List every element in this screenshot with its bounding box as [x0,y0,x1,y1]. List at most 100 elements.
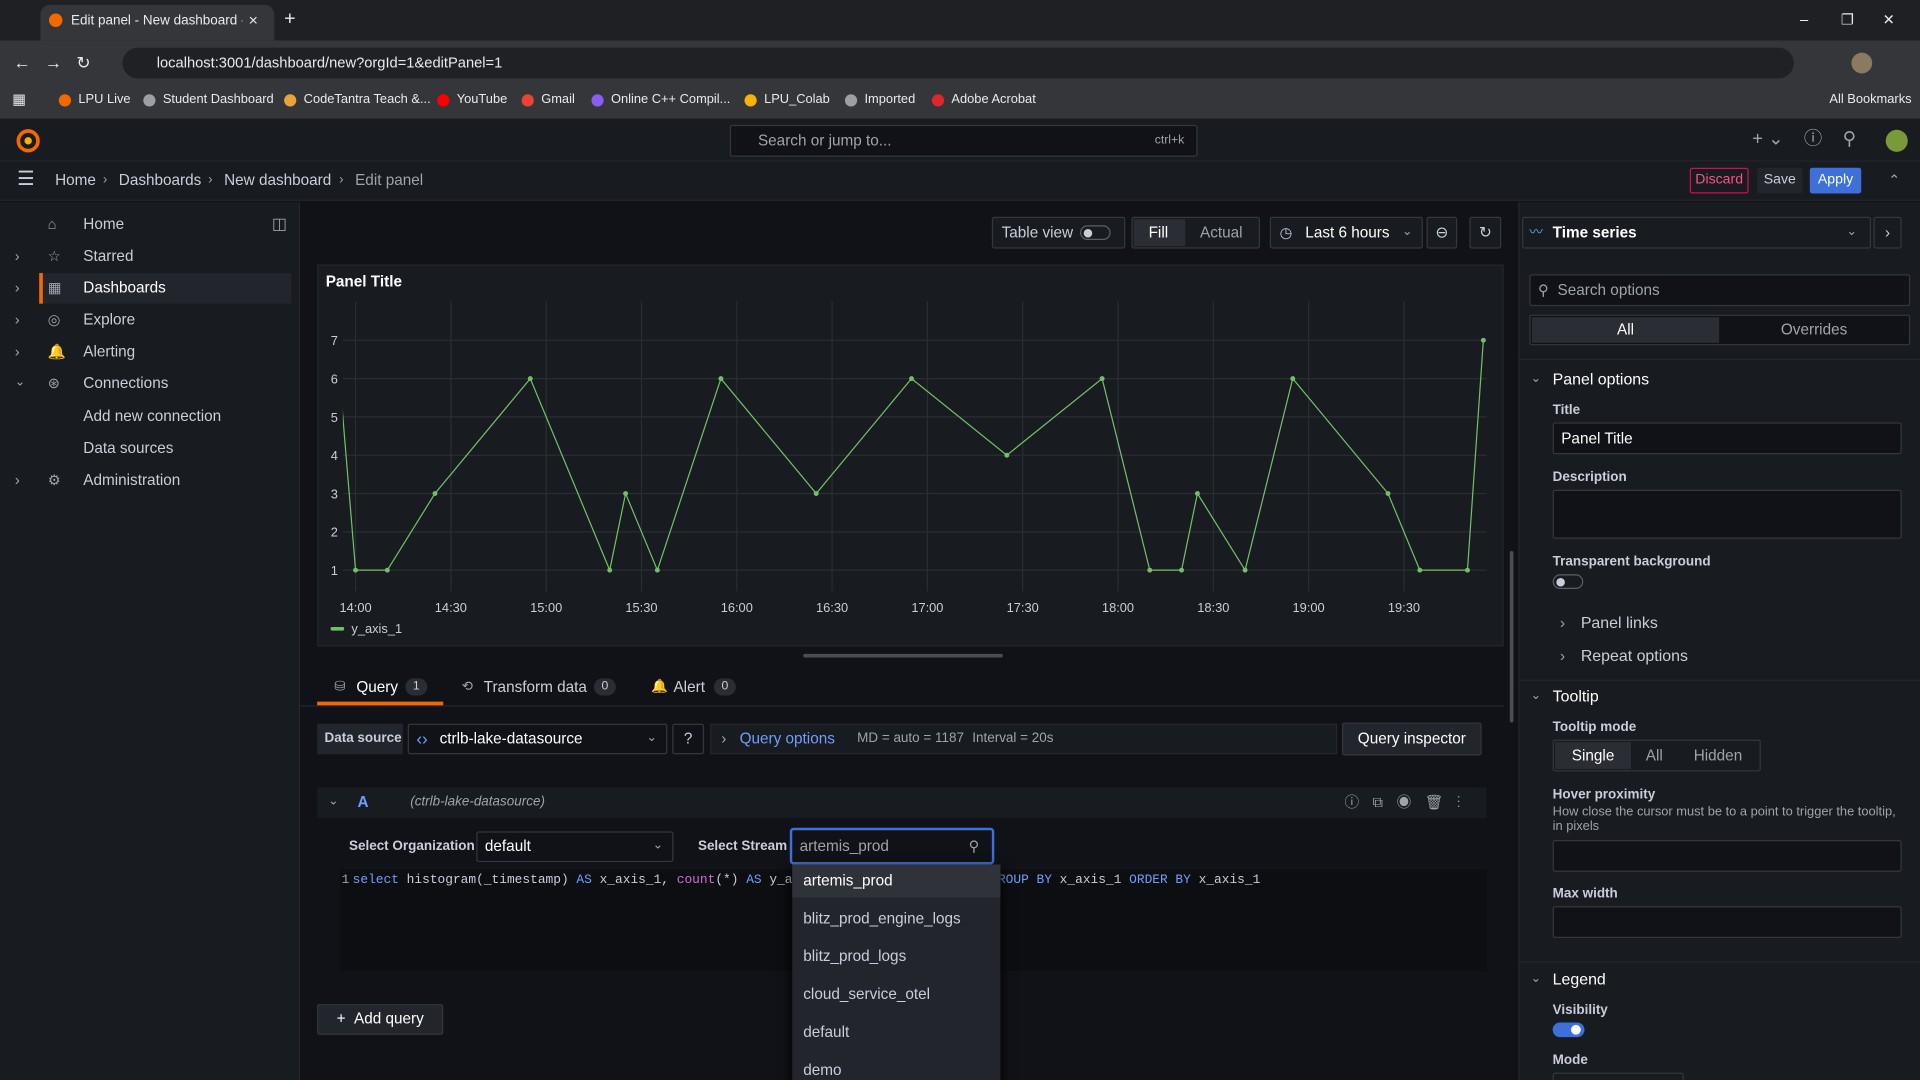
all-bookmarks[interactable]: All Bookmarks [1829,89,1911,109]
bookmark[interactable]: Student Dashboard [163,89,274,109]
topbar-icons[interactable]: + ⌄ ⓘ ⚲ [1752,130,1856,150]
query-tab[interactable]: Alert [673,677,704,697]
options-tab[interactable]: Overrides [1720,320,1907,340]
save-button[interactable]: Save [1757,168,1802,194]
nav-item[interactable]: Starred [83,246,133,266]
nav-chevron[interactable]: › [15,470,20,490]
pane-toggle[interactable]: › [1873,217,1901,249]
nav-chevron[interactable]: › [15,278,20,298]
subsection-title[interactable]: Panel links [1581,613,1658,633]
description-input[interactable] [1553,490,1902,539]
org-value[interactable]: default [485,836,531,856]
toggle-off[interactable] [1553,574,1584,589]
query-options-chevron[interactable]: › [721,729,726,749]
profile-avatar[interactable] [1851,53,1872,74]
nav-item[interactable]: Explore [83,310,135,330]
collapse-button[interactable]: ⌃ [1888,170,1900,190]
tab-title[interactable]: Edit panel - New dashboard - D [71,11,242,31]
splitter[interactable] [803,654,1003,658]
window-controls[interactable]: – ❐ ✕ [1800,10,1895,30]
section-chevron[interactable]: ⌄ [1531,687,1541,707]
nav-item[interactable]: Administration [83,470,180,490]
section-title[interactable]: Panel options [1553,370,1649,390]
query-tab[interactable]: Query [356,677,398,697]
nav-sub-item[interactable]: Add new connection [83,407,221,427]
url[interactable]: localhost:3001/dashboard/new?orgId=1&edi… [157,53,503,73]
stream-option[interactable]: blitz_prod_logs [803,947,906,967]
breadcrumb[interactable]: Home [55,170,96,190]
tab-close[interactable]: × [249,11,258,31]
query-tab[interactable]: Transform data [484,677,587,697]
bookmark[interactable]: LPU Live [78,89,130,109]
tooltip-mode-option[interactable]: All [1635,746,1674,766]
query-ref[interactable]: A [358,792,369,812]
nav-item[interactable]: Connections [83,373,168,393]
row-chevron[interactable]: ⌄ [328,792,338,812]
section-title[interactable]: Legend [1553,970,1606,990]
tooltip-mode-option[interactable]: Single [1555,746,1631,766]
subsection-title[interactable]: Repeat options [1581,647,1688,667]
bookmark[interactable]: Adobe Acrobat [951,89,1035,109]
nav-item[interactable]: Dashboards [83,278,166,298]
nav-buttons[interactable]: ← → ↻ [13,53,90,73]
time-chevron[interactable]: ⌄ [1402,223,1412,243]
actual-option[interactable]: Actual [1200,223,1243,243]
discard-button[interactable]: Discard [1690,168,1749,194]
bookmark[interactable]: CodeTantra Teach &... [304,89,431,109]
stream-option[interactable]: artemis_prod [803,871,892,891]
nav-item[interactable]: Home [83,214,124,234]
bookmark[interactable]: YouTube [457,89,508,109]
stream-option[interactable]: cloud_service_otel [803,984,930,1004]
dock-menu[interactable]: ◫ [272,214,287,234]
data-source-value[interactable]: ctrlb-lake-datasource [440,729,583,749]
tooltip-mode-option[interactable]: Hidden [1684,746,1753,766]
menu-toggle[interactable]: ☰ [17,170,35,190]
apply-button[interactable]: Apply [1810,168,1861,194]
options-tab[interactable]: All [1532,320,1719,340]
query-inspector[interactable]: Query inspector [1342,722,1482,755]
toggle-on[interactable] [1553,1022,1585,1037]
viz-name[interactable]: Time series [1553,223,1637,243]
help-button[interactable]: ? [672,724,704,755]
nav-sub-item[interactable]: Data sources [83,438,173,458]
section-chevron[interactable]: ⌄ [1531,970,1541,990]
stream-option[interactable]: blitz_prod_engine_logs [803,909,960,929]
grafana-logo[interactable] [16,129,40,153]
sql-line[interactable]: select histogram(_timestamp) AS x_axis_1… [353,871,793,891]
zoom-out[interactable]: ⊖ [1427,217,1458,249]
sql-line[interactable]: ROUP BY x_axis_1 ORDER BY x_axis_1 [998,871,1260,891]
bookmark[interactable]: Imported [864,89,915,109]
breadcrumb[interactable]: Dashboards [119,170,202,190]
subsection-chevron[interactable]: › [1560,613,1565,633]
time-range[interactable]: Last 6 hours [1305,223,1389,243]
scrollbar[interactable] [1510,551,1514,722]
refresh[interactable]: ↻ [1469,217,1501,249]
nav-chevron[interactable]: ⌄ [15,373,25,393]
table-view-label[interactable]: Table view [1002,223,1073,243]
bookmark[interactable]: Gmail [541,89,575,109]
add-query-button[interactable]: + Add query [317,1004,443,1035]
search-placeholder[interactable]: Search or jump to... [758,131,892,151]
max-width-input[interactable] [1553,906,1902,938]
bookmark[interactable]: Online C++ Compil... [611,89,730,109]
query-options[interactable]: Query options [740,729,835,749]
breadcrumb[interactable]: New dashboard [224,170,331,190]
new-tab[interactable]: + [284,10,295,30]
stream-option[interactable]: demo [803,1060,841,1080]
subsection-chevron[interactable]: › [1560,647,1565,667]
add-query-text[interactable]: Add query [354,1010,424,1027]
stream-option[interactable]: default [803,1022,849,1042]
hover-proximity-input[interactable] [1553,840,1902,872]
section-title[interactable]: Tooltip [1553,687,1599,707]
stream-input-text[interactable]: artemis_prod [800,836,889,856]
row-actions[interactable]: ⓘ⧉◉🗑⋮ [1344,792,1474,812]
user-avatar[interactable] [1886,130,1908,152]
nav-chevron[interactable]: › [15,310,20,330]
fill-option[interactable]: Fill [1149,223,1169,243]
options-search-placeholder[interactable]: Search options [1558,280,1660,300]
add-query-label[interactable]: + Add query [337,1010,424,1027]
nav-chevron[interactable]: › [15,246,20,266]
title-input-value[interactable]: Panel Title [1561,429,1632,449]
nav-chevron[interactable]: › [15,342,20,362]
nav-item[interactable]: Alerting [83,342,135,362]
